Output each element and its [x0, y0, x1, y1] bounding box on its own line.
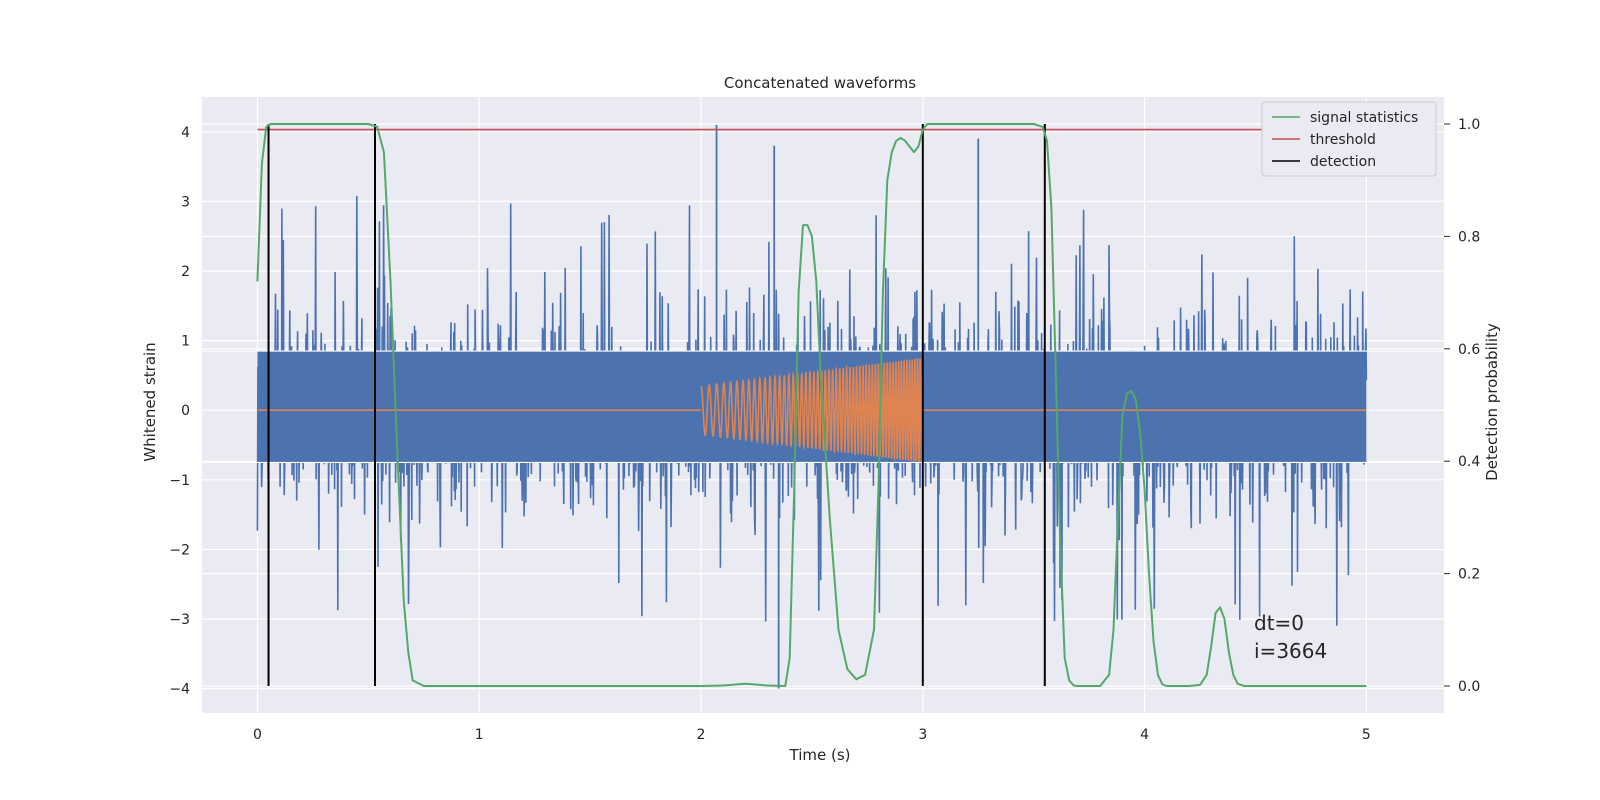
y-tick-label: −3	[169, 612, 190, 628]
x-tick-label: 1	[475, 727, 484, 743]
y-right-tick-label: 0.4	[1458, 454, 1480, 470]
y-tick-label: 4	[181, 125, 190, 141]
legend-label-signal-statistics: signal statistics	[1310, 110, 1418, 126]
x-tick-label: 4	[1140, 727, 1149, 743]
y-right-tick-label: 0.0	[1458, 679, 1480, 695]
legend-box	[1261, 101, 1437, 177]
signal-statistics-line	[256, 123, 1367, 687]
y-right-tick-label: 1.0	[1458, 117, 1480, 133]
y-tick-label: 0	[181, 403, 190, 419]
axes: 0 1 2 3 4 5 −4 −3 −2 −1 0 1 2 3 4 0.0 0.2 0.4 0.6 0.8 1.0	[169, 117, 1480, 743]
x-tick-label: 0	[253, 727, 262, 743]
x-tick-label: 3	[918, 727, 927, 743]
annotation-index: i=3664	[1254, 639, 1327, 663]
legend-label-threshold: threshold	[1310, 132, 1376, 148]
y-right-tick-label: 0.2	[1458, 567, 1480, 583]
y-right-tick-label: 0.8	[1458, 229, 1480, 245]
legend: signal statistics threshold detection	[1261, 101, 1437, 177]
x-tick-label: 5	[1362, 727, 1371, 743]
x-tick-label: 2	[697, 727, 706, 743]
legend-label-detection: detection	[1310, 154, 1376, 170]
chart-title: Concatenated waveforms	[724, 74, 916, 92]
y-tick-label: −1	[169, 473, 190, 489]
data-layer	[202, 123, 1444, 689]
annotation-dt: dt=0	[1254, 611, 1304, 635]
y-tick-label: 2	[181, 264, 190, 280]
x-axis-label: Time (s)	[789, 746, 851, 764]
y-tick-label: 1	[181, 334, 190, 350]
y-axis-right-label: Detection probability	[1483, 323, 1501, 481]
y-right-tick-label: 0.6	[1458, 342, 1480, 358]
y-tick-label: −4	[169, 682, 190, 698]
y-tick-label: 3	[181, 194, 190, 210]
y-axis-label: Whitened strain	[141, 342, 159, 461]
y-tick-label: −2	[169, 542, 190, 558]
template-chirp-line	[700, 357, 924, 463]
